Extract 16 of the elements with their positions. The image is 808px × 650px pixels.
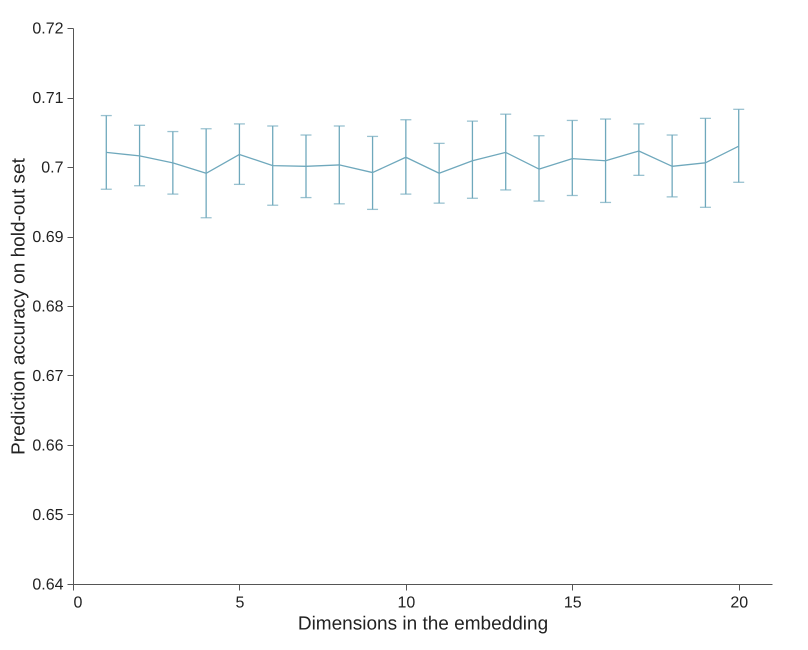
y-tick-label: 0.68 (32, 298, 64, 316)
x-tick-label: 0 (74, 594, 82, 612)
x-tick-label: 5 (235, 594, 244, 612)
y-tick-label: 0.64 (32, 576, 64, 594)
y-tick-label: 0.65 (32, 507, 64, 524)
x-tick-label: 15 (564, 594, 582, 612)
y-tick-label: 0.72 (32, 20, 64, 38)
x-axis-title: Dimensions in the embedding (298, 614, 548, 634)
y-tick-label: 0.69 (32, 229, 64, 246)
y-tick-label: 0.67 (32, 368, 64, 385)
x-tick-label: 20 (730, 594, 748, 612)
y-tick-label: 0.7 (41, 160, 64, 176)
x-tick-label: 10 (397, 594, 416, 612)
y-axis-title: Prediction accuracy on hold-out set (8, 157, 30, 455)
y-tick-label: 0.66 (32, 438, 64, 454)
y-tick-label: 0.71 (32, 90, 64, 107)
